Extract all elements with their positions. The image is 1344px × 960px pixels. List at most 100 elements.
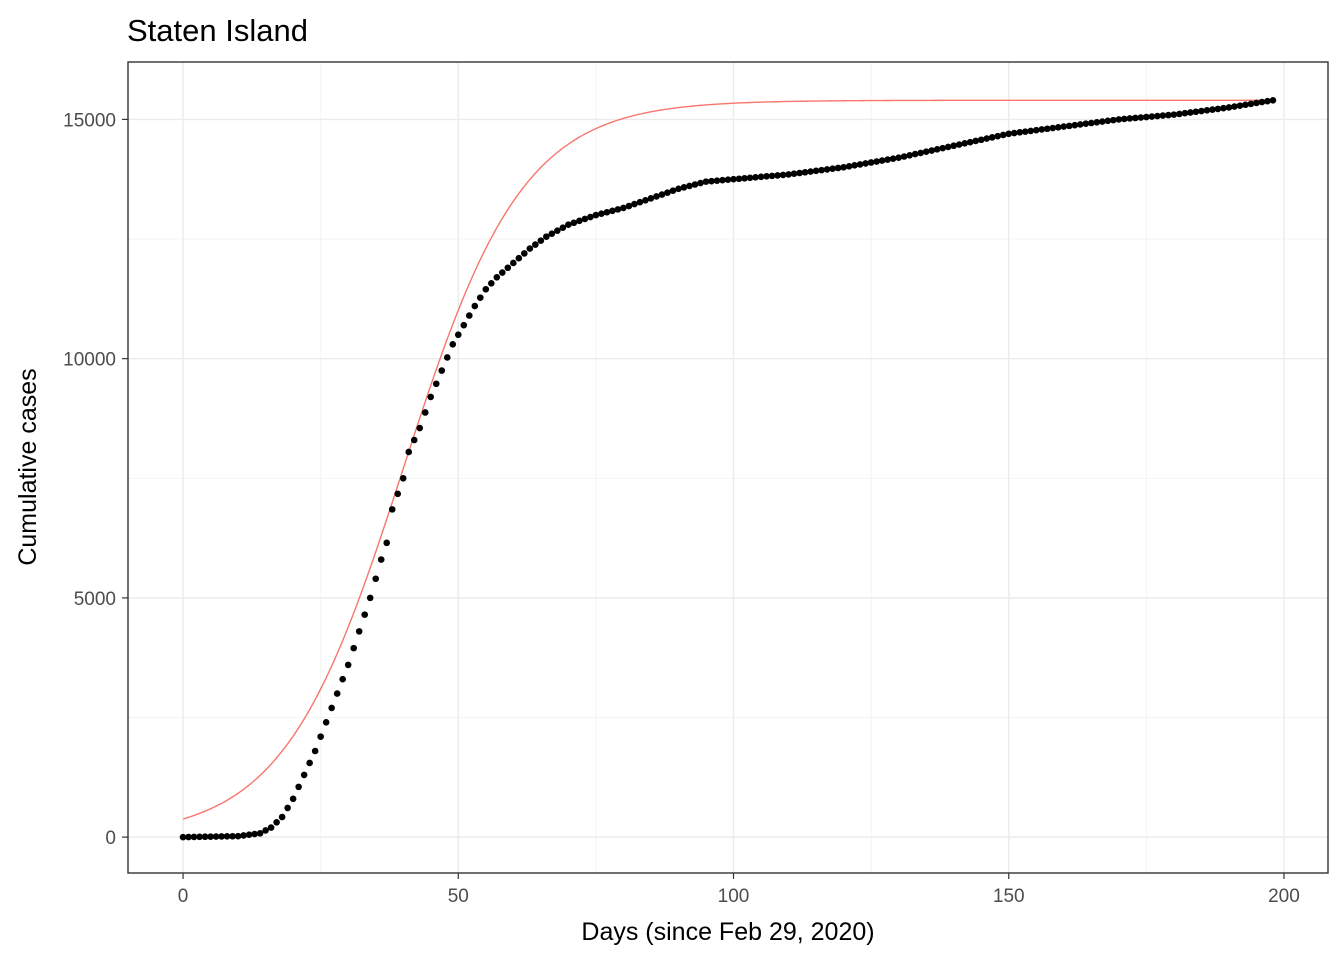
data-point <box>218 833 225 840</box>
data-point <box>207 833 214 840</box>
data-point <box>862 160 869 167</box>
data-point <box>499 269 506 276</box>
data-point <box>658 191 666 198</box>
data-point <box>867 159 875 166</box>
y-tick-label: 5000 <box>74 589 116 610</box>
data-point <box>443 354 451 361</box>
data-point <box>774 172 781 179</box>
y-tick-label: 15000 <box>63 110 116 131</box>
data-point <box>796 169 803 177</box>
data-point <box>504 264 512 272</box>
data-point <box>1165 111 1172 119</box>
data-point <box>603 208 611 216</box>
data-point <box>691 181 699 188</box>
data-point <box>972 137 980 145</box>
data-point <box>840 163 847 171</box>
data-point <box>510 259 517 267</box>
data-point <box>999 131 1007 139</box>
x-tick-label: 100 <box>718 886 750 907</box>
data-point <box>306 759 313 767</box>
data-point <box>1088 119 1095 127</box>
data-point <box>763 173 770 180</box>
data-point <box>807 168 814 175</box>
data-point <box>845 163 853 170</box>
data-point <box>823 166 831 173</box>
data-point <box>686 182 693 190</box>
data-point <box>515 254 523 262</box>
data-point <box>730 175 737 183</box>
data-point <box>1236 102 1244 109</box>
data-point <box>928 147 935 154</box>
data-point <box>410 436 418 444</box>
chart-title: Staten Island <box>127 13 308 48</box>
data-point <box>1187 109 1194 116</box>
data-point <box>438 367 446 374</box>
data-point <box>1137 114 1145 121</box>
data-point <box>757 173 765 181</box>
data-point <box>1082 120 1090 128</box>
data-point <box>1099 118 1106 125</box>
data-point <box>950 142 957 150</box>
data-point <box>179 833 187 841</box>
data-point <box>752 174 759 181</box>
data-point <box>532 241 539 248</box>
data-point <box>1176 110 1183 118</box>
data-point <box>256 829 264 837</box>
x-axis: 0 50 100 150 200 <box>178 873 1300 907</box>
data-point <box>1132 114 1139 122</box>
data-point <box>559 224 567 231</box>
y-tick-label: 10000 <box>63 350 116 371</box>
data-point <box>1214 105 1222 113</box>
x-axis-title: Days (since Feb 29, 2020) <box>581 918 874 946</box>
data-point <box>311 747 319 755</box>
data-point <box>1005 130 1013 138</box>
data-point <box>620 204 627 212</box>
data-point <box>190 833 198 841</box>
data-point <box>1209 106 1216 113</box>
data-point <box>1198 107 1205 115</box>
x-tick-label: 150 <box>993 886 1025 907</box>
data-point <box>1110 116 1117 124</box>
data-point <box>295 783 302 791</box>
data-point <box>432 380 440 388</box>
data-point <box>245 831 253 839</box>
data-point <box>548 230 556 237</box>
data-point <box>350 644 357 652</box>
data-point <box>355 628 363 635</box>
data-point <box>377 556 385 563</box>
y-axis-title: Cumulative cases <box>14 368 42 565</box>
data-point <box>328 704 335 712</box>
data-point <box>289 795 297 803</box>
data-point <box>779 171 787 179</box>
data-point <box>917 149 924 157</box>
data-point <box>421 409 429 416</box>
data-point <box>878 157 886 164</box>
data-point <box>333 690 341 697</box>
data-point <box>598 210 605 217</box>
data-point <box>1170 111 1178 118</box>
data-point <box>587 213 594 221</box>
data-point <box>526 245 534 252</box>
points-layer <box>179 96 1277 841</box>
data-point <box>1143 113 1150 121</box>
data-point <box>818 166 825 174</box>
data-point <box>961 140 968 147</box>
data-point <box>631 200 638 208</box>
data-point <box>906 152 913 159</box>
data-point <box>1225 104 1233 111</box>
data-point <box>212 833 220 840</box>
data-point <box>988 134 996 141</box>
data-point <box>873 158 880 165</box>
y-axis: 0 5000 10000 15000 <box>63 110 128 849</box>
data-point <box>493 274 501 281</box>
data-point <box>939 144 946 152</box>
data-point <box>592 211 600 219</box>
data-point <box>488 279 495 287</box>
x-tick-label: 200 <box>1268 886 1300 907</box>
data-point <box>911 150 919 158</box>
data-point <box>1104 117 1112 125</box>
data-point <box>625 202 633 210</box>
data-point <box>240 832 247 839</box>
data-point <box>1043 125 1051 133</box>
data-point <box>1192 108 1200 116</box>
